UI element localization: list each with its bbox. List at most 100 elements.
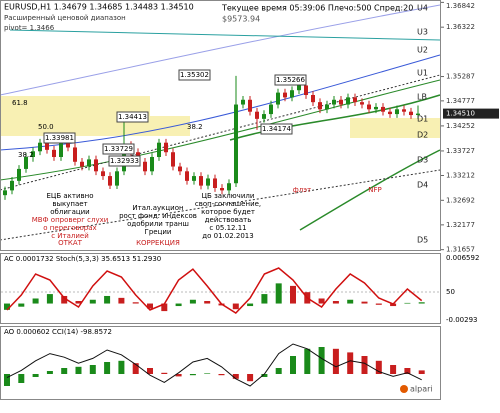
ao-bar — [247, 374, 254, 382]
annotation: о переговорах — [43, 224, 96, 232]
ao-bar — [104, 362, 111, 374]
candle-body — [185, 171, 189, 181]
annotation: ОТКАТ — [58, 239, 83, 247]
y-tick-label: 1.33727 — [446, 147, 475, 155]
price-mark: 1.34413 — [118, 113, 147, 121]
ac-title: AC 0.0001732 Stoch(5,3,3) 35.6513 51.293… — [4, 255, 161, 263]
candle-body — [10, 180, 14, 191]
candle-body — [164, 142, 168, 153]
y-tick-label: 1.33212 — [446, 172, 475, 180]
channel-line — [0, 4, 441, 96]
pivot-label: LB — [417, 93, 427, 102]
candle-body — [255, 111, 259, 119]
candle-body — [325, 104, 329, 110]
ac-frame — [0, 253, 441, 324]
candle-body — [290, 90, 294, 98]
ao-bar — [304, 348, 311, 374]
ac-bar — [347, 299, 354, 304]
price-mark: 1.33981 — [45, 134, 74, 142]
ao-bar — [75, 366, 82, 374]
candle-body — [395, 109, 399, 115]
annotation: действовать — [205, 216, 252, 224]
pivot-label: D5 — [417, 236, 428, 245]
ac-bar — [75, 301, 82, 304]
price-mark: 1.35266 — [276, 76, 305, 84]
ao-bar — [61, 368, 68, 374]
ao-bar — [232, 374, 239, 379]
candle-body — [31, 151, 35, 157]
candle-body — [374, 106, 378, 110]
candle-body — [367, 104, 371, 110]
ma-line — [0, 54, 441, 151]
candle-body — [199, 176, 203, 186]
annotation: Итал.аукцион — [132, 204, 183, 212]
ac-bar — [232, 303, 239, 310]
symbol: EURUSD,H1 1.34679 1.34685 1.34483 1.3451… — [4, 3, 194, 12]
candle-body — [52, 149, 56, 157]
current-price-label: 1.34510 — [446, 110, 475, 118]
candle-body — [234, 104, 238, 184]
ao-bar — [32, 374, 39, 377]
ac-bar — [290, 285, 296, 304]
ac-bar — [361, 301, 368, 304]
cci-line — [6, 343, 422, 387]
price-mark: 1.32933 — [110, 157, 139, 165]
logo-icon — [400, 385, 408, 393]
range-title: Расширенный ценовой диапазон — [4, 14, 126, 22]
pivot-label: D2 — [417, 131, 428, 140]
ac-bar — [118, 297, 125, 304]
candle-body — [38, 142, 42, 152]
ac-bar — [89, 299, 96, 304]
candle-body — [66, 140, 70, 148]
ao-bar — [375, 360, 382, 374]
candle-body — [108, 176, 112, 186]
candle-body — [80, 161, 84, 167]
y-tick-label: 1.32177 — [446, 221, 475, 229]
ao-bar — [4, 374, 10, 386]
annotation: с Италией — [51, 232, 89, 240]
ac-bar — [375, 303, 382, 305]
price-mark-box — [108, 155, 141, 167]
candle-body — [115, 171, 119, 186]
candle-body — [402, 109, 406, 112]
pivot-label: U1 — [417, 69, 428, 78]
ao-bar — [46, 371, 53, 374]
pivot-label: D4 — [417, 181, 428, 190]
ac-bar — [147, 303, 153, 309]
candle-body — [220, 188, 224, 191]
fib-label: 38.2 — [18, 151, 34, 159]
ac-bar — [4, 303, 10, 310]
ac-bar — [104, 295, 111, 304]
ao-bar — [261, 374, 268, 377]
candle-body — [248, 99, 252, 112]
candle-body — [150, 157, 154, 172]
annotation: до 01.02.2013 — [202, 232, 253, 240]
annotation: флэт — [293, 186, 311, 194]
ao-bar — [132, 363, 139, 374]
candle-body — [192, 176, 196, 181]
y-tick-label: 1.32692 — [446, 196, 475, 204]
candle-body — [339, 99, 343, 105]
price-mark: 1.35302 — [180, 71, 209, 79]
ao-bar — [18, 374, 25, 383]
y-tick-label: 1.31657 — [446, 246, 475, 254]
candle-body — [143, 161, 147, 172]
candle-body — [73, 147, 77, 162]
candle-body — [213, 178, 217, 188]
price-mark: 1.33729 — [104, 145, 133, 153]
ao-bar — [390, 365, 397, 374]
pivot: pivot= 1.3466 — [4, 24, 55, 32]
ac-bar — [247, 303, 254, 307]
candle-body — [311, 95, 315, 103]
ao-bar — [347, 352, 354, 374]
ao-bar — [147, 368, 153, 374]
price-mark-box — [274, 74, 307, 86]
candle-body — [381, 106, 385, 112]
candle-body — [409, 111, 413, 116]
ac-bar — [189, 299, 196, 304]
candle-body — [353, 97, 357, 103]
price-mark-box — [43, 132, 76, 144]
ao-bar — [218, 374, 225, 376]
candle-body — [24, 157, 28, 169]
